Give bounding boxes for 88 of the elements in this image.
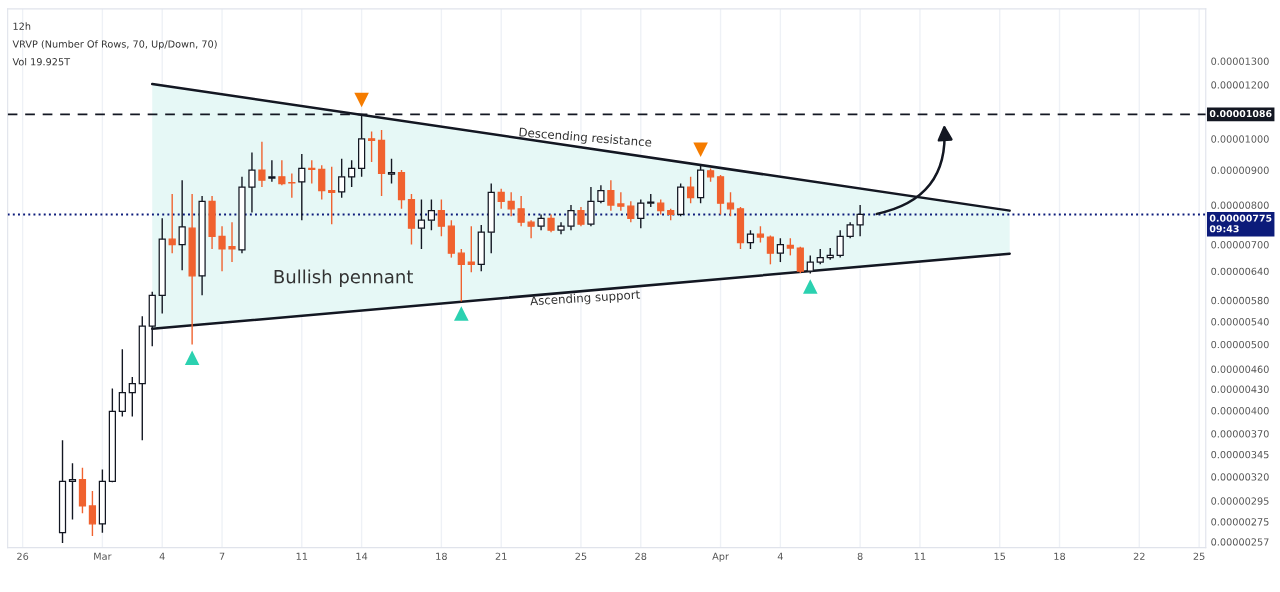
- candlestick: [856, 204, 864, 237]
- candlestick: [248, 151, 256, 214]
- candlestick: [627, 200, 635, 223]
- candlestick: [348, 159, 356, 188]
- y-tick-label: 0.00000430: [1211, 385, 1269, 393]
- x-tick-label: 7: [219, 552, 225, 560]
- x-tick-label: 11: [914, 552, 926, 560]
- candlestick: [517, 195, 525, 227]
- x-tick-label: 25: [575, 552, 587, 560]
- candlestick: [338, 158, 346, 199]
- candlestick: [278, 159, 286, 186]
- x-tick-label: 4: [777, 552, 783, 560]
- candlestick: [567, 204, 575, 231]
- candlestick: [507, 191, 515, 218]
- candlestick: [367, 130, 376, 163]
- candlestick: [68, 462, 77, 521]
- candlestick: [228, 221, 236, 263]
- y-tick-label: 0.00001000: [1211, 135, 1269, 143]
- x-tick-label: 11: [296, 552, 308, 560]
- candlestick: [637, 198, 645, 229]
- candlestick: [467, 225, 475, 273]
- x-tick-label: 4: [159, 552, 165, 560]
- y-tick-label: 0.00000700: [1211, 241, 1269, 249]
- y-tick-label: 0.00001300: [1211, 57, 1269, 65]
- candlestick: [417, 198, 426, 250]
- x-tick-label: 14: [356, 552, 368, 560]
- x-tick-label: 15: [994, 552, 1006, 560]
- candlestick: [687, 176, 695, 204]
- y-tick-label: 0.00000257: [1211, 538, 1269, 546]
- x-tick-label: 21: [495, 552, 507, 560]
- x-tick-label: 25: [1193, 552, 1205, 560]
- candlestick: [328, 166, 336, 225]
- y-tick-label: 0.00000540: [1211, 318, 1269, 326]
- candlestick: [836, 229, 844, 259]
- x-tick-label: 28: [635, 552, 647, 560]
- candlestick: [387, 158, 396, 185]
- x-tick-label: Apr: [712, 552, 729, 562]
- x-tick-label: 8: [857, 552, 863, 560]
- candlestick: [268, 159, 276, 183]
- candlestick: [617, 191, 625, 212]
- candlestick: [457, 248, 465, 303]
- candlestick: [776, 237, 784, 263]
- x-tick-label: 26: [17, 552, 29, 560]
- y-tick-label: 0.00000460: [1211, 365, 1269, 373]
- y-tick-label: 0.00000500: [1211, 340, 1269, 349]
- candlestick: [437, 198, 445, 237]
- annotation: Bullish pennant: [274, 269, 413, 287]
- candlestick: [128, 376, 136, 418]
- candlestick: [577, 206, 585, 227]
- ref-line-label: 0.00000775 09:43: [1209, 214, 1272, 233]
- y-tick-label: 0.00000800: [1211, 201, 1269, 209]
- candlestick: [746, 229, 755, 250]
- y-tick-label: 0.00000370: [1211, 430, 1269, 438]
- candlestick: [298, 153, 306, 221]
- candlestick: [587, 186, 595, 227]
- annotation: Ascending support: [529, 289, 641, 308]
- x-tick-label: 18: [1054, 552, 1066, 560]
- annotation: VRVP (Number Of Rows, 70, Up/Down, 70): [12, 40, 217, 50]
- candlestick: [308, 159, 316, 185]
- x-tick-label: 18: [436, 552, 447, 560]
- candlestick: [178, 179, 186, 271]
- candlestick: [318, 164, 326, 201]
- x-tick-label: Mar: [94, 552, 112, 560]
- candlestick: [607, 179, 615, 212]
- y-tick-label: 0.00000640: [1211, 267, 1269, 276]
- candlestick: [218, 225, 226, 272]
- candlestick: [497, 188, 505, 210]
- y-tick-label: 0.00001200: [1211, 81, 1269, 89]
- y-tick-label: 0.00000900: [1211, 166, 1269, 174]
- ref-line-label: 0.00001086: [1209, 109, 1272, 118]
- candlestick: [118, 348, 126, 418]
- candlestick: [766, 234, 775, 266]
- y-tick-label: 0.00000580: [1211, 296, 1269, 305]
- candlestick: [88, 490, 97, 537]
- y-tick-label: 0.00000345: [1211, 450, 1269, 459]
- y-tick-label: 0.00000295: [1211, 497, 1269, 505]
- annotation: 12h: [13, 22, 31, 30]
- y-tick-label: 0.00000275: [1211, 518, 1269, 526]
- annotation: Vol 19.925T: [12, 57, 71, 66]
- candlestick: [288, 172, 296, 199]
- y-tick-label: 0.00000320: [1211, 473, 1269, 481]
- candlestick: [427, 198, 436, 231]
- candlestick: [258, 141, 266, 188]
- x-tick-label: 22: [1133, 552, 1145, 560]
- annotation: Descending resistance: [519, 127, 652, 150]
- candlestick: [796, 246, 804, 274]
- candlestick: [527, 219, 535, 240]
- y-tick-label: 0.00000400: [1211, 407, 1269, 415]
